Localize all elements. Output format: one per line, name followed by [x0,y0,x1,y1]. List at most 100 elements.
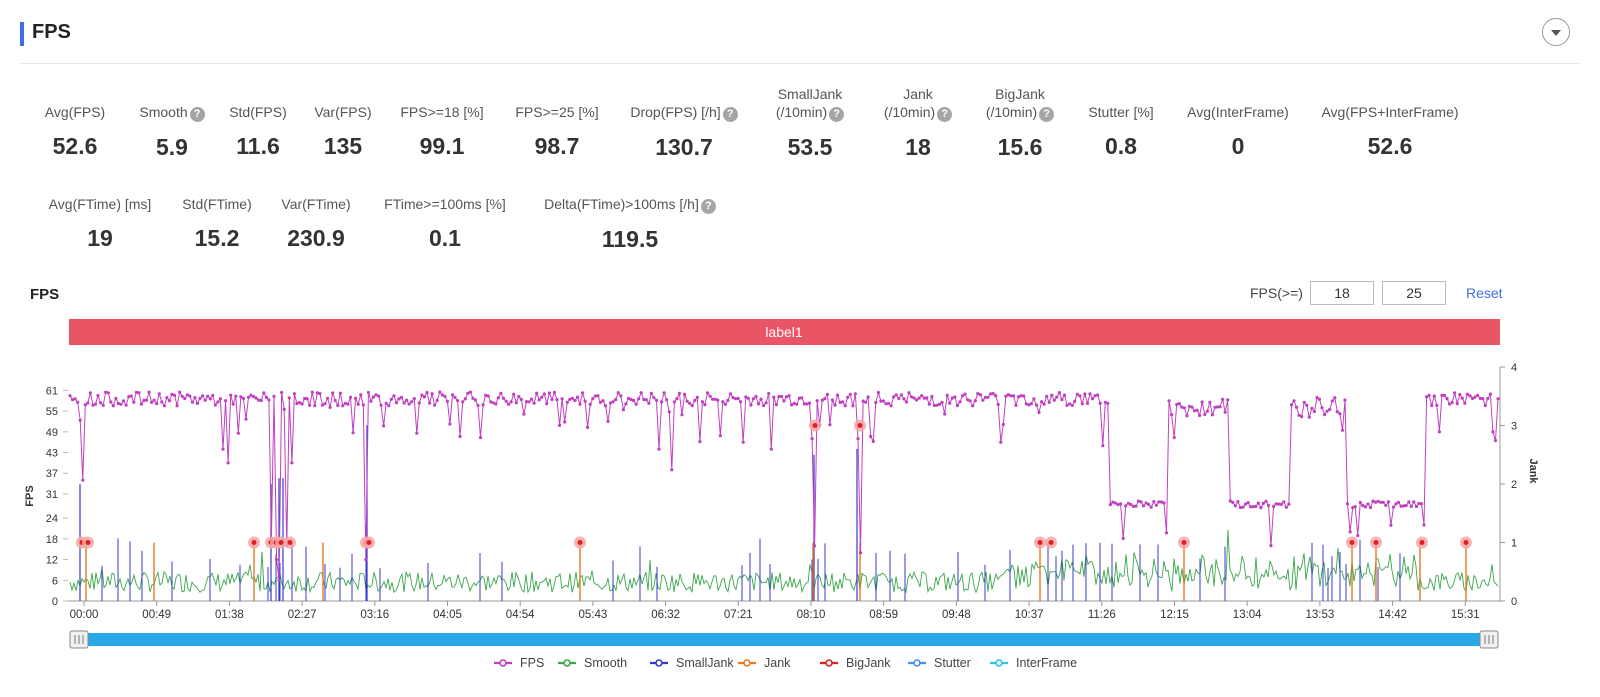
fps-point [229,393,233,397]
fps-point [420,393,424,397]
fps-point [162,404,166,408]
fps-point [1057,391,1061,395]
fps-point [1096,393,1100,397]
fps-point [1093,394,1097,398]
fps-point [142,398,146,402]
legend-item-label[interactable]: Smooth [584,656,627,670]
fps-point [660,400,664,404]
legend-item-label[interactable]: BigJank [846,656,891,670]
metric-metrics_row1-6: Drop(FPS) [/h]? 130.7 [594,103,774,161]
fps-point [218,397,222,401]
fps-point [1124,504,1128,508]
fps-point [514,401,518,405]
fps-point [147,390,151,394]
fps-point [1068,402,1072,406]
fps-point [897,396,901,401]
fps-point [1159,500,1163,504]
x-tick-label: 13:04 [1233,609,1262,621]
help-icon[interactable]: ? [722,107,738,122]
fps-point [1192,409,1197,413]
fps-threshold-high-input[interactable] [1382,281,1446,305]
fps-point [841,400,845,404]
help-icon[interactable]: ? [189,107,205,122]
series-smooth-line [69,529,1499,594]
fps-point [127,395,131,399]
fps-point [532,401,536,405]
fps-point [211,393,215,398]
fps-point [73,397,77,401]
fps-point [318,392,322,396]
fps-point [111,404,115,408]
y-right-tick-label: 2 [1511,479,1517,491]
fps-point [466,391,470,395]
fps-point [1335,410,1339,414]
fps-point [1221,397,1225,401]
fps-point [1396,500,1401,504]
fps-point [734,397,738,401]
fps-point [601,399,605,403]
fps-point [1078,394,1082,398]
reset-link[interactable]: Reset [1466,285,1503,301]
fps-point [1139,500,1143,504]
help-icon[interactable]: ? [937,107,953,122]
metric-value: 0.1 [429,225,461,251]
fps-point [305,397,309,401]
fps-point [99,401,103,405]
fps-point [591,397,595,401]
fps-point [231,402,235,406]
fps-point [412,397,416,401]
bigjank-marker [812,423,818,428]
fps-point [1111,500,1115,504]
fps-point [756,402,761,406]
fps-point [382,424,386,428]
fps-point [91,403,95,407]
fps-point [593,394,597,398]
fps-point [1034,403,1039,407]
fps-point [1152,500,1156,504]
help-icon[interactable]: ? [1039,107,1055,122]
fps-point [1233,504,1237,508]
legend-item-label[interactable]: Stutter [934,656,971,670]
fps-point [415,431,419,435]
fps-point [1144,501,1148,505]
fps-point [570,396,575,400]
fps-point [560,397,564,401]
fps-point [1006,393,1011,397]
fps-point [333,398,337,402]
help-icon[interactable]: ? [829,107,845,122]
fps-point [303,396,307,401]
legend-item-label[interactable]: InterFrame [1016,656,1077,670]
fps-point [1287,502,1291,506]
legend-item-label[interactable]: SmallJank [676,656,734,670]
fps-point [1402,504,1406,508]
fps-point [359,393,363,397]
fps-point [583,399,587,403]
fps-threshold-low-input[interactable] [1310,281,1374,305]
collapse-toggle-icon[interactable] [1542,18,1570,46]
fps-point [800,396,804,400]
fps-point [1407,500,1411,504]
fps-point [864,400,868,404]
x-tick-label: 15:31 [1451,609,1480,621]
fps-point [1455,402,1459,406]
fps-point [1432,394,1436,398]
fps-point [78,418,82,422]
fps-point [1147,502,1151,506]
legend-item-label[interactable]: Jank [764,656,791,670]
fps-point [1481,397,1485,401]
metric-metrics_row1-0: Avg(FPS) 52.6 [0,103,165,160]
zoom-slider-track[interactable] [73,633,1495,646]
fps-point [201,394,205,398]
help-icon[interactable]: ? [700,199,716,214]
legend-item-label[interactable]: FPS [520,656,544,670]
fps-point [1177,402,1181,406]
fps-point [797,396,801,400]
fps-point [1080,402,1084,406]
fps-point [1272,504,1276,508]
fps-point [904,400,909,404]
fps-point [1450,401,1454,405]
y-left-tick-label: 55 [46,406,58,418]
fps-point [157,392,161,396]
fps-point [1414,504,1418,509]
fps-point [275,558,279,562]
